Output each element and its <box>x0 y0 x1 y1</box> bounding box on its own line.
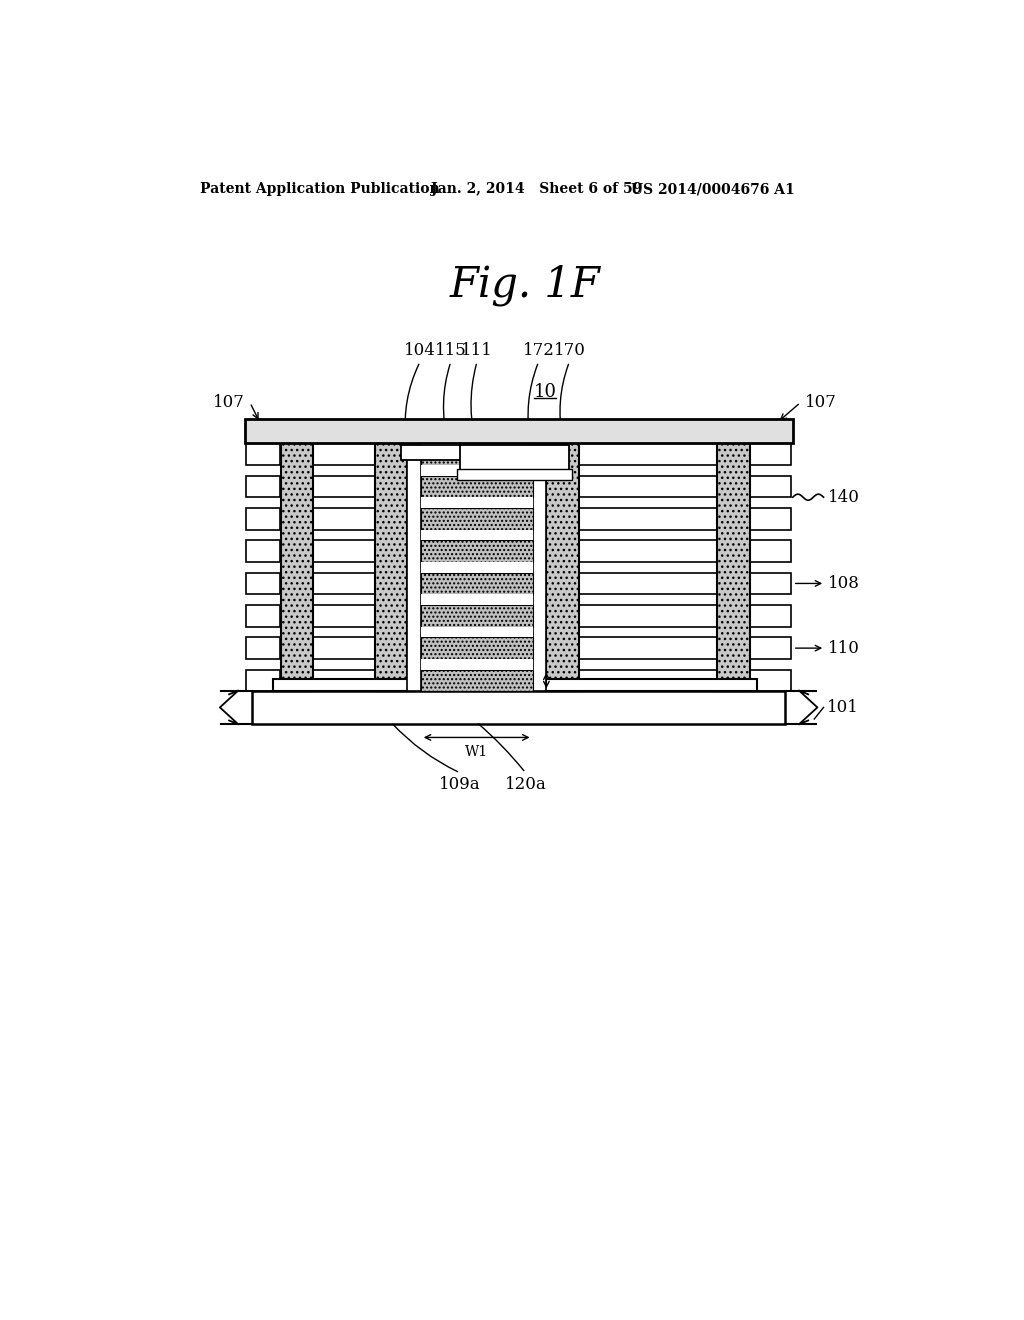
Bar <box>407 573 547 594</box>
Bar <box>460 445 568 473</box>
Bar <box>751 605 792 627</box>
Bar <box>421 529 532 540</box>
Bar <box>313 638 375 659</box>
Text: 109a: 109a <box>439 776 481 793</box>
Text: H2: H2 <box>550 673 571 688</box>
Text: US 2014/0004676 A1: US 2014/0004676 A1 <box>631 182 795 197</box>
Bar <box>313 508 375 529</box>
Bar <box>579 573 717 594</box>
Bar <box>579 638 717 659</box>
Text: Patent Application Publication: Patent Application Publication <box>200 182 439 197</box>
Bar <box>457 470 571 480</box>
Text: W1: W1 <box>465 744 488 759</box>
Bar <box>421 659 532 669</box>
Bar <box>751 444 792 465</box>
Bar <box>421 605 532 627</box>
Bar <box>547 444 579 692</box>
Bar <box>421 627 532 638</box>
Bar <box>421 540 532 562</box>
Text: 111: 111 <box>461 342 493 359</box>
Bar <box>579 669 717 692</box>
Bar <box>313 540 375 562</box>
Bar <box>407 669 547 692</box>
Bar <box>407 540 547 562</box>
Bar <box>252 692 785 723</box>
Bar <box>375 444 407 692</box>
Bar <box>273 678 415 692</box>
Bar <box>421 465 532 475</box>
Bar <box>407 444 421 692</box>
Bar <box>313 475 375 498</box>
Bar <box>313 605 375 627</box>
Bar <box>717 444 750 692</box>
Bar <box>400 445 553 461</box>
Bar <box>579 475 717 498</box>
Bar <box>579 444 717 465</box>
Bar <box>751 573 792 594</box>
Bar <box>421 562 532 573</box>
Bar <box>407 475 547 498</box>
Bar <box>246 638 280 659</box>
Text: 10: 10 <box>534 383 556 401</box>
Text: 108: 108 <box>828 576 860 591</box>
Text: 172: 172 <box>522 342 555 359</box>
Bar <box>421 638 532 659</box>
Text: 110: 110 <box>828 640 860 656</box>
Bar <box>246 444 280 465</box>
Bar <box>532 444 547 692</box>
Bar <box>407 605 547 627</box>
Text: Fig. 1F: Fig. 1F <box>450 264 600 306</box>
Text: 120a: 120a <box>505 776 547 793</box>
Text: 140: 140 <box>828 488 860 506</box>
Bar <box>313 669 375 692</box>
Bar <box>246 475 280 498</box>
Bar <box>245 418 793 444</box>
Bar <box>246 669 280 692</box>
Bar <box>407 444 547 465</box>
Bar <box>407 638 547 659</box>
Bar <box>246 508 280 529</box>
Text: 101: 101 <box>827 698 859 715</box>
Text: Jan. 2, 2014   Sheet 6 of 59: Jan. 2, 2014 Sheet 6 of 59 <box>431 182 642 197</box>
Bar <box>751 638 792 659</box>
Bar <box>421 573 532 594</box>
Bar <box>751 669 792 692</box>
Bar <box>246 540 280 562</box>
Bar <box>579 605 717 627</box>
Bar <box>313 573 375 594</box>
Bar <box>421 444 532 465</box>
Text: 104: 104 <box>404 342 436 359</box>
Bar <box>421 475 532 498</box>
Bar <box>313 444 375 465</box>
Text: 115: 115 <box>435 342 467 359</box>
Text: 107: 107 <box>805 393 837 411</box>
Bar <box>539 678 758 692</box>
Bar <box>246 605 280 627</box>
Bar <box>246 573 280 594</box>
Bar <box>421 594 532 605</box>
Bar <box>751 475 792 498</box>
Text: 170: 170 <box>554 342 586 359</box>
Bar <box>579 540 717 562</box>
Bar <box>579 508 717 529</box>
Bar <box>751 540 792 562</box>
Bar <box>281 444 313 692</box>
Bar <box>421 669 532 692</box>
Text: 107: 107 <box>213 393 245 411</box>
Bar <box>421 498 532 508</box>
Bar <box>421 508 532 529</box>
Bar <box>751 508 792 529</box>
Bar <box>407 508 547 529</box>
